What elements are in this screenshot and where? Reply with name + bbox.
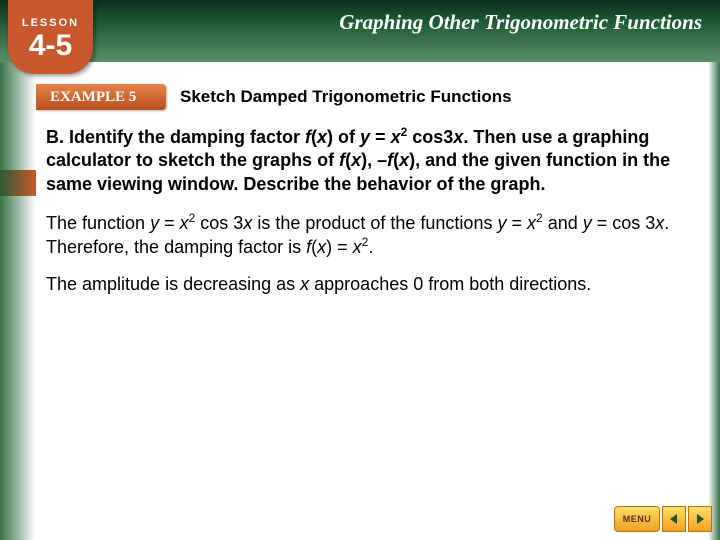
example-tab-connector [0,170,36,196]
example-row: EXAMPLE 5 Sketch Damped Trigonometric Fu… [0,84,720,110]
var-y: y [360,127,370,147]
exponent: 2 [536,211,543,225]
var-x: x [391,127,401,147]
text: is the product of the functions [252,213,497,233]
var-x: x [317,237,326,257]
prompt-lead: B. Identify the damping factor [46,127,305,147]
content-area: B. Identify the damping factor f(x) of y… [46,126,674,296]
nav-controls: MENU [614,506,712,532]
eq: = [506,213,527,233]
lesson-label: LESSON [22,17,79,29]
eq: = [159,213,180,233]
var-x: x [317,127,327,147]
var-x: x [180,213,189,233]
text: The function [46,213,150,233]
eq: = [370,127,391,147]
var-x: x [453,127,463,147]
var-x: x [243,213,252,233]
var-y: y [150,213,159,233]
next-button[interactable] [688,506,712,532]
period: . [368,237,373,257]
example-tab: EXAMPLE 5 [36,84,166,110]
var-x: x [655,213,664,233]
explanation-2: The amplitude is decreasing as x approac… [46,273,674,296]
paren: ) of [327,127,360,147]
paren: ), – [361,150,387,170]
var-x: x [527,213,536,233]
eq: = cos 3 [592,213,656,233]
lesson-badge: LESSON 4-5 [8,0,93,74]
paren: ) = [326,237,353,257]
coef: 3 [443,127,453,147]
cos: cos [407,127,443,147]
example-title: Sketch Damped Trigonometric Functions [180,87,512,107]
var-x: x [351,150,361,170]
lesson-number: 4-5 [29,31,72,61]
page-title: Graphing Other Trigonometric Functions [93,10,720,35]
var-x: x [399,150,409,170]
explanation-1: The function y = x2 cos 3x is the produc… [46,212,674,259]
arrow-right-icon [693,512,707,526]
header-bar: LESSON 4-5 Graphing Other Trigonometric … [0,0,720,62]
var-x: x [353,237,362,257]
var-y: y [583,213,592,233]
menu-button[interactable]: MENU [614,506,660,532]
arrow-left-icon [667,512,681,526]
prev-button[interactable] [662,506,686,532]
problem-prompt: B. Identify the damping factor f(x) of y… [46,126,674,196]
text: and [548,213,583,233]
cos: cos 3 [200,213,243,233]
